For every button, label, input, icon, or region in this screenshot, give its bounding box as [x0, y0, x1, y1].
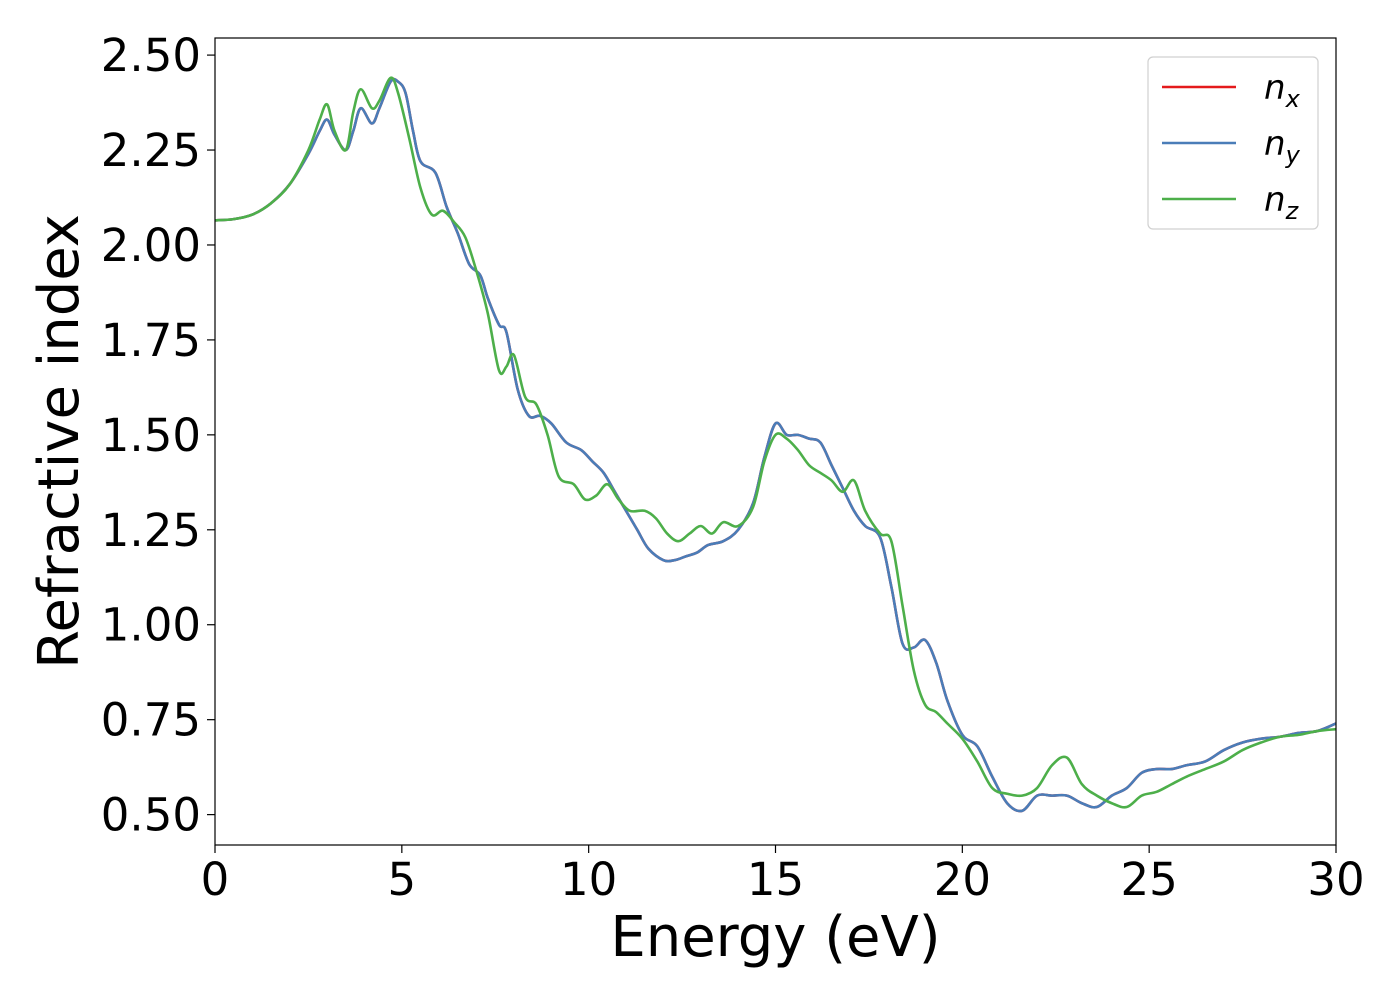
legend-item-n-y: ny	[1162, 124, 1301, 169]
y-tick-label: 0.50	[101, 789, 201, 842]
legend-item-n-z: nz	[1162, 180, 1300, 225]
legend-label: ny	[1264, 124, 1301, 169]
x-tick-label: 15	[747, 853, 804, 906]
series-line-n-z	[215, 76, 1336, 809]
legend-label: nx	[1264, 68, 1301, 113]
legend-label-subscript: x	[1285, 85, 1301, 113]
y-tick-label: 1.00	[101, 599, 201, 652]
x-axis-ticks: 0 5 10 15 20 25 30	[201, 845, 1365, 906]
y-tick-label: 1.25	[101, 504, 201, 557]
y-tick-label: 2.50	[101, 29, 201, 82]
y-tick-label: 2.00	[101, 219, 201, 272]
y-tick-label: 1.50	[101, 409, 201, 462]
legend-label-base: n	[1264, 180, 1286, 220]
x-tick-label: 30	[1307, 853, 1364, 906]
x-tick-label: 20	[934, 853, 991, 906]
x-tick-label: 0	[201, 853, 230, 906]
legend-label-base: n	[1264, 68, 1286, 108]
legend-item-n-x: nx	[1162, 68, 1301, 113]
y-tick-label: 2.25	[101, 124, 201, 177]
y-axis-ticks: 0.50 0.75 1.00 1.25 1.50 1.75 2.00 2.25 2.50	[101, 29, 215, 842]
legend-label-subscript: y	[1285, 141, 1301, 169]
legend-label: nz	[1264, 180, 1300, 225]
legend-label-subscript: z	[1285, 197, 1300, 225]
legend-label-base: n	[1264, 124, 1286, 164]
y-tick-label: 1.75	[101, 314, 201, 367]
x-tick-label: 25	[1121, 853, 1178, 906]
x-tick-label: 10	[560, 853, 617, 906]
series-layer	[215, 76, 1336, 813]
y-axis-title: Refractive index	[27, 214, 92, 669]
x-axis-title: Energy (eV)	[610, 905, 940, 970]
x-tick-label: 5	[388, 853, 417, 906]
y-tick-label: 0.75	[101, 694, 201, 747]
